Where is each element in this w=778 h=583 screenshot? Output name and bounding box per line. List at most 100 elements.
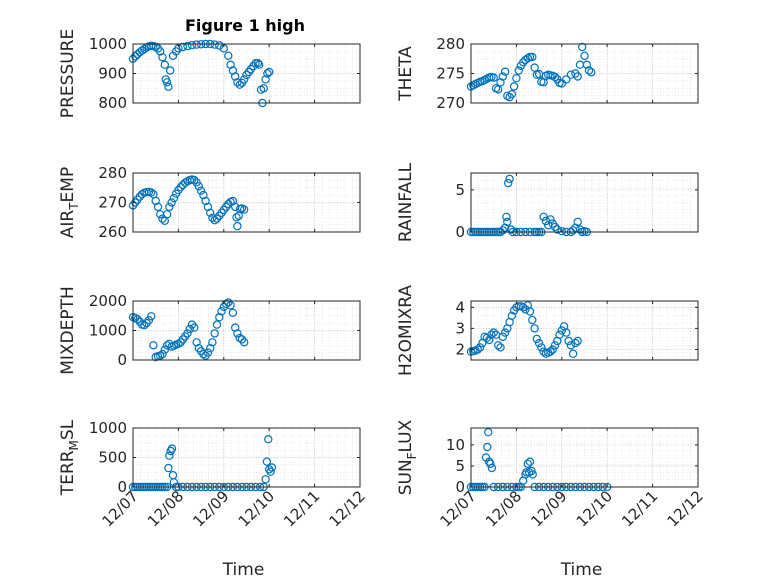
data-point xyxy=(580,51,589,61)
data-point xyxy=(235,333,244,343)
data-point xyxy=(239,75,249,84)
data-point xyxy=(183,329,192,338)
data-point xyxy=(582,60,592,69)
data-point xyxy=(233,221,242,231)
axes-box xyxy=(470,172,699,233)
data-point xyxy=(140,321,149,330)
data-point xyxy=(489,328,498,337)
subplot-mixdepth: 0 1000 2000 MIXDEPTH xyxy=(58,286,361,375)
data-point xyxy=(487,463,497,473)
data-point xyxy=(208,338,217,347)
data-point xyxy=(167,444,177,453)
axes-box xyxy=(470,427,699,488)
data-point xyxy=(504,178,513,188)
data-point xyxy=(509,82,519,91)
data-point xyxy=(196,186,206,195)
data-point xyxy=(224,51,233,61)
data-point xyxy=(190,323,199,332)
y-tick-label: 275 xyxy=(436,65,465,83)
y-tick-label: 2000 xyxy=(89,292,127,310)
data-point xyxy=(494,341,503,350)
data-point xyxy=(259,84,268,93)
data-point xyxy=(525,52,535,62)
data-point xyxy=(548,345,557,354)
y-tick-label: 0 xyxy=(455,223,465,241)
data-point xyxy=(584,66,594,75)
subplot-rainfall: 0 5 RAINFALL xyxy=(396,162,699,242)
data-point xyxy=(210,329,219,338)
data-point xyxy=(164,463,173,473)
data-point xyxy=(505,174,514,184)
data-point xyxy=(528,315,537,325)
data-point xyxy=(498,332,507,341)
data-point xyxy=(165,66,175,75)
data-point xyxy=(228,308,238,317)
data-point xyxy=(485,335,494,345)
data-point xyxy=(483,442,492,452)
data-point xyxy=(210,40,219,49)
data-point xyxy=(212,320,222,329)
data-point xyxy=(473,345,482,354)
x-tick-label: 12/08 xyxy=(482,487,525,530)
subplot-pressure: 800 900 1000 PRESSURE xyxy=(58,29,361,118)
data-point xyxy=(160,60,169,69)
y-tick-label: 270 xyxy=(436,94,465,112)
y-tick-label: 2 xyxy=(455,340,465,358)
data-point xyxy=(537,343,546,352)
data-point xyxy=(534,338,544,348)
data-point xyxy=(230,323,240,332)
data-point xyxy=(530,324,539,333)
data-point xyxy=(525,307,535,316)
data-point xyxy=(174,339,183,348)
y-tick-label: 3 xyxy=(455,319,465,337)
data-point xyxy=(165,202,174,212)
y-tick-label: 800 xyxy=(98,94,127,112)
data-point xyxy=(235,80,244,89)
data-point xyxy=(523,459,533,468)
data-point xyxy=(475,343,485,352)
y-tick-label: 500 xyxy=(98,449,127,467)
y-tick-label: 900 xyxy=(98,65,127,83)
data-point xyxy=(169,193,179,203)
data-point xyxy=(140,44,149,54)
x-tick-label: 12/11 xyxy=(280,487,323,530)
y-tick-label: 1000 xyxy=(89,322,127,340)
data-point xyxy=(267,463,277,472)
data-point xyxy=(133,315,142,324)
data-point xyxy=(226,301,235,310)
data-point xyxy=(525,457,535,466)
data-point xyxy=(158,53,167,62)
x-tick-label: 12/11 xyxy=(618,487,661,530)
data-point xyxy=(153,202,163,212)
x-tick-label: 12/09 xyxy=(527,487,570,530)
data-point xyxy=(503,217,512,227)
figure-title: Figure 1 high xyxy=(185,16,305,35)
data-point xyxy=(528,470,537,479)
data-point xyxy=(164,82,173,92)
subplot-theta: 270 275 280 THETA xyxy=(396,35,699,112)
data-point xyxy=(562,75,571,84)
y-tick-label: 270 xyxy=(98,194,127,212)
data-point xyxy=(546,347,555,356)
x-tick-label: 12/12 xyxy=(326,487,369,530)
subplot-air-temp: 260 270 280 AIRTEMP xyxy=(58,164,361,241)
data-point xyxy=(264,435,273,444)
y-axis-label: AIRTEMP xyxy=(58,167,81,238)
data-point xyxy=(146,188,156,197)
data-point xyxy=(557,326,567,335)
data-point xyxy=(162,78,172,87)
data-point xyxy=(178,42,188,52)
data-point xyxy=(239,205,249,214)
data-point xyxy=(265,67,274,77)
data-point xyxy=(169,478,179,487)
data-point xyxy=(194,182,203,191)
data-point xyxy=(210,215,219,225)
x-tick-label: 12/12 xyxy=(664,487,707,530)
y-tick-label: 0 xyxy=(117,478,127,496)
data-point xyxy=(217,307,226,316)
data-point xyxy=(253,59,263,68)
y-tick-label: 5 xyxy=(455,181,465,199)
data-point xyxy=(158,214,167,223)
data-point xyxy=(578,42,587,52)
